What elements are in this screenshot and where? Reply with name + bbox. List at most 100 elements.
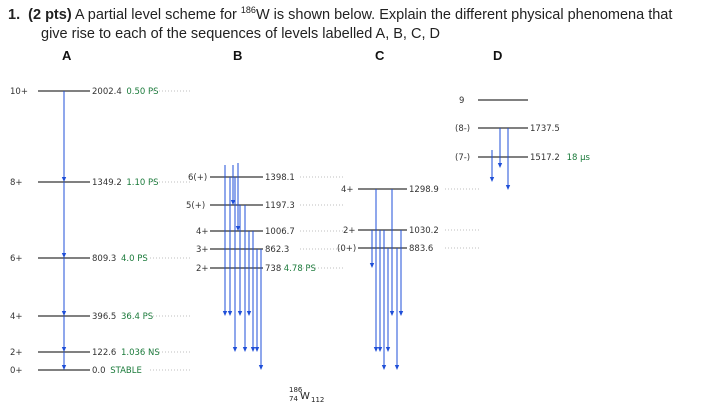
- band-a-energy-label: 0.0: [92, 366, 106, 376]
- question-points: (2 pts): [28, 7, 72, 23]
- band-a-spin-label: 6+: [10, 254, 23, 264]
- band-b-gamma-arrow: [237, 205, 243, 316]
- band-d-gamma-arrow: [505, 128, 511, 190]
- band-a-spin-label: 4+: [10, 312, 23, 322]
- band-b-spin-label: 2+: [196, 264, 209, 274]
- band-b-spin-label: 6(+): [188, 173, 207, 183]
- question-line-1: 1. (2 pts) A partial level scheme for 18…: [8, 6, 713, 25]
- band-c-gamma-arrow-head: [369, 263, 375, 268]
- band-b-energy-label: 1197.3: [265, 201, 295, 211]
- band-c-spin-label: (0+): [337, 244, 356, 254]
- band-b-gamma-arrow-head: [232, 347, 238, 352]
- band-b-gamma-arrow-head: [237, 311, 243, 316]
- band-b-energy-label: 1398.1: [265, 173, 295, 183]
- band-d-halflife-label: 18 µs: [567, 153, 591, 163]
- band-c-gamma-arrow: [381, 230, 387, 370]
- band-a-spin-label: 10+: [10, 87, 28, 97]
- band-b-gamma-arrow-head: [242, 347, 248, 352]
- band-b-gamma-arrow: [222, 165, 228, 316]
- band-a-spin-label: 8+: [10, 178, 23, 188]
- band-b-energy-label: 1006.7: [265, 227, 295, 237]
- band-b-gamma-arrow: [254, 249, 260, 352]
- band-a-halflife-label: 1.10 PS: [126, 178, 158, 188]
- band-a-spin-label: 0+: [10, 366, 23, 376]
- band-a-spin-label: 2+: [10, 348, 23, 358]
- band-d-gamma-arrow: [489, 150, 495, 182]
- band-b-gamma-arrow: [246, 231, 252, 316]
- band-a-gamma-arrow: [61, 258, 67, 316]
- band-b-gamma-arrow-head: [246, 311, 252, 316]
- band-c-energy-label: 1298.9: [409, 185, 439, 195]
- nucleus-atomic-number: 74: [289, 395, 298, 403]
- band-c-gamma-arrow: [377, 230, 383, 352]
- band-a-halflife-label: 1.036 NS: [121, 348, 160, 358]
- band-c-gamma-arrow: [398, 230, 404, 316]
- band-c-energy-label: 1030.2: [409, 226, 439, 236]
- question-text-part1: A partial level scheme for: [71, 7, 241, 23]
- band-a-energy-label: 809.3: [92, 254, 116, 264]
- question-line-2: give rise to each of the sequences of le…: [41, 26, 440, 42]
- isotope-mass-superscript: 186: [240, 5, 256, 16]
- band-d-spin-label: (7-): [455, 153, 470, 163]
- band-b-gamma-arrow-head: [258, 365, 264, 370]
- band-b-energy-label: 862.3: [265, 245, 289, 255]
- band-b-gamma-arrow: [230, 165, 236, 205]
- band-a-gamma-arrow-head: [61, 311, 67, 316]
- band-c-gamma-arrow-head: [389, 311, 395, 316]
- band-c-spin-label: 4+: [341, 185, 354, 195]
- band-b-gamma-arrow: [258, 249, 264, 370]
- band-a-energy-label: 2002.4: [92, 87, 122, 97]
- band-c-gamma-arrow-head: [398, 311, 404, 316]
- band-c-gamma-arrow-head: [377, 347, 383, 352]
- band-a-gamma-arrow: [61, 352, 67, 370]
- band-a-halflife-label: 0.50 PS: [126, 87, 158, 97]
- band-a-gamma-arrow: [61, 91, 67, 182]
- band-d-gamma-arrow: [497, 128, 503, 168]
- band-d-energy-label: 1737.5: [530, 124, 560, 134]
- band-b-energy-label: 738: [265, 264, 281, 274]
- band-b-gamma-arrow-head: [250, 347, 256, 352]
- band-d-gamma-arrow-head: [505, 185, 511, 190]
- nucleus-mass-number: 186: [289, 386, 303, 394]
- band-b-spin-label: 4+: [196, 227, 209, 237]
- band-b-gamma-arrow-head: [222, 311, 228, 316]
- band-d-energy-label: 1517.2: [530, 153, 560, 163]
- question-text: 1. (2 pts) A partial level scheme for 18…: [8, 6, 713, 44]
- band-a-gamma-arrow-head: [61, 253, 67, 258]
- column-header-d: D: [493, 48, 503, 63]
- question-text-part2: W is shown below. Explain the different …: [255, 7, 673, 23]
- band-a-gamma-arrow-head: [61, 365, 67, 370]
- column-header-c: C: [375, 48, 385, 63]
- column-header-b: B: [233, 48, 243, 63]
- band-c-energy-label: 883.6: [409, 244, 433, 254]
- band-a-energy-label: 396.5: [92, 312, 116, 322]
- band-c-gamma-arrow: [394, 248, 400, 370]
- band-a-energy-label: 122.6: [92, 348, 116, 358]
- band-d-spin-label: (8-): [455, 124, 470, 134]
- band-c-gamma-arrow-head: [373, 347, 379, 352]
- band-b-gamma-arrow-head: [227, 311, 233, 316]
- band-b-halflife-label: 4.78 PS: [284, 264, 316, 274]
- nucleus-neutron-number: 112: [311, 396, 324, 404]
- band-c-gamma-arrow: [373, 189, 379, 352]
- band-c-spin-label: 2+: [343, 226, 356, 236]
- band-c-gamma-arrow-head: [385, 347, 391, 352]
- band-c-gamma-arrow: [385, 248, 391, 352]
- band-b-gamma-arrow: [250, 231, 256, 352]
- band-b-gamma-arrow: [235, 163, 241, 231]
- band-a-gamma-arrow: [61, 316, 67, 352]
- band-d-gamma-arrow-head: [497, 163, 503, 168]
- band-b-spin-label: 5(+): [186, 201, 205, 211]
- band-a-energy-label: 1349.2: [92, 178, 122, 188]
- band-d-gamma-arrow-head: [489, 177, 495, 182]
- band-c-gamma-arrow-head: [381, 365, 387, 370]
- band-a-gamma-arrow: [61, 182, 67, 258]
- band-a-gamma-arrow-head: [61, 347, 67, 352]
- band-b-spin-label: 3+: [196, 245, 209, 255]
- band-b-gamma-arrow-head: [254, 347, 260, 352]
- band-b-gamma-arrow: [242, 205, 248, 352]
- question-number: 1.: [8, 7, 21, 23]
- band-c-gamma-arrow-head: [394, 365, 400, 370]
